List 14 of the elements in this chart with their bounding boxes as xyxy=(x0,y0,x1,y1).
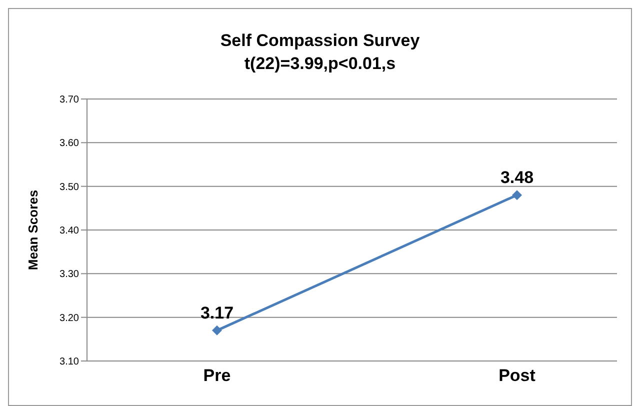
data-label: 3.17 xyxy=(200,303,234,322)
y-tick-label: 3.40 xyxy=(60,226,80,237)
data-label: 3.48 xyxy=(500,168,534,188)
x-tick-label: Pre xyxy=(203,366,231,386)
y-tick-label: 3.70 xyxy=(60,94,80,106)
y-tick-label: 3.60 xyxy=(60,138,80,150)
chart-title: Self Compassion Survey xyxy=(219,30,421,52)
y-tick-label: 3.30 xyxy=(60,269,80,280)
chart-subtitle: t(22)=3.99,p<0.01,s xyxy=(243,53,397,75)
y-tick-label: 3.10 xyxy=(60,356,80,368)
y-axis-title: Mean Scores xyxy=(26,190,41,270)
x-tick-label: Post xyxy=(498,366,536,386)
y-tick-label: 3.20 xyxy=(60,312,80,324)
y-tick-label: 3.50 xyxy=(60,182,80,193)
